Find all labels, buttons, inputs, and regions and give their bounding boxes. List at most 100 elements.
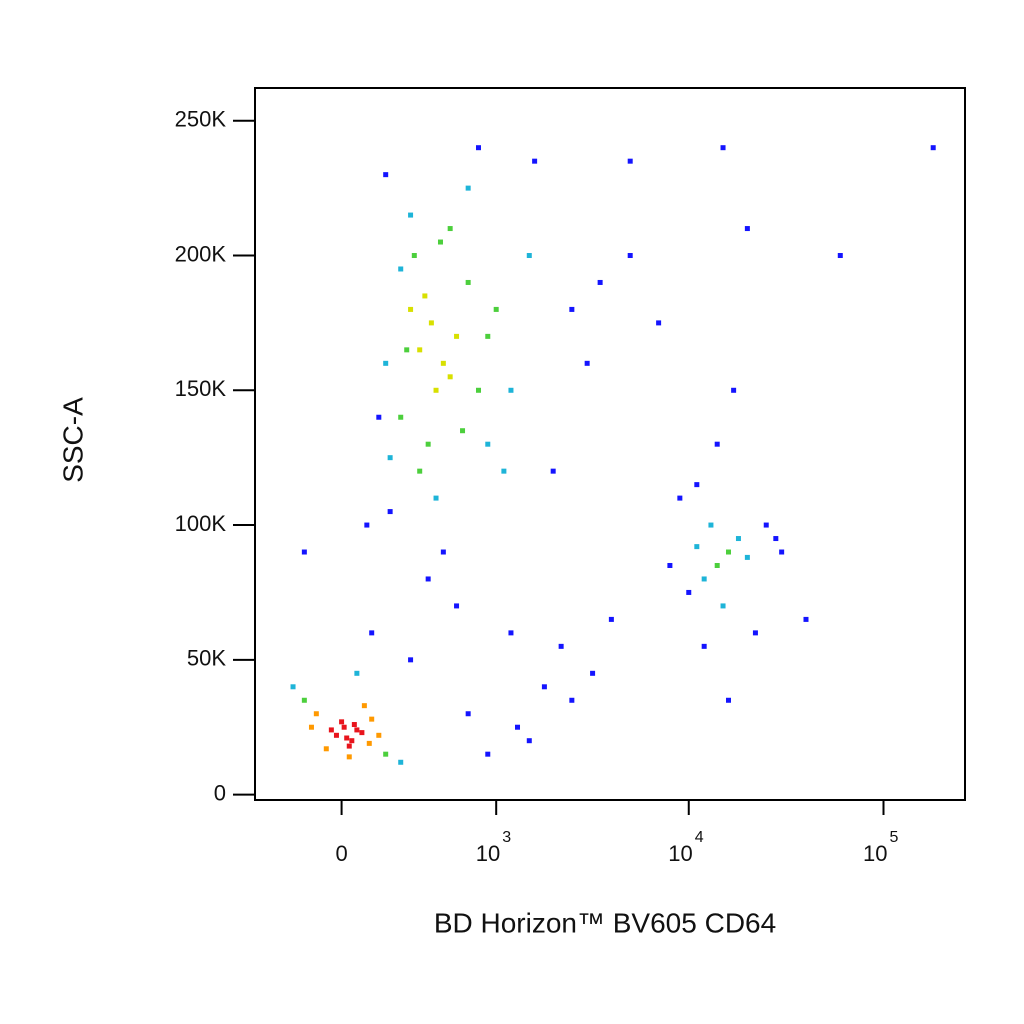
point — [359, 730, 365, 736]
point — [701, 576, 707, 582]
point — [369, 716, 375, 722]
y-tick-label: 250K — [175, 107, 227, 132]
x-tick-label: 0 — [335, 841, 347, 866]
point — [383, 360, 389, 366]
point — [465, 279, 471, 285]
point — [341, 724, 347, 730]
point — [398, 266, 404, 272]
point — [290, 684, 296, 690]
point — [541, 684, 547, 690]
point — [725, 549, 731, 555]
point — [686, 589, 692, 595]
point — [627, 158, 633, 164]
point — [708, 522, 714, 528]
point — [773, 536, 779, 542]
point — [428, 320, 434, 326]
point — [735, 536, 741, 542]
point — [744, 554, 750, 560]
point — [437, 239, 443, 245]
point — [763, 522, 769, 528]
x-tick-exponent: 4 — [695, 829, 704, 846]
point — [408, 657, 414, 663]
point — [465, 711, 471, 717]
point — [328, 727, 334, 733]
point — [465, 185, 471, 191]
point — [526, 738, 532, 744]
point — [493, 306, 499, 312]
point — [701, 643, 707, 649]
point — [425, 576, 431, 582]
point — [475, 145, 481, 151]
point — [425, 441, 431, 447]
point — [508, 630, 514, 636]
y-tick-label: 100K — [175, 511, 227, 536]
point — [627, 253, 633, 259]
y-axis-label: SSC-A — [57, 397, 88, 483]
x-tick-exponent: 5 — [889, 829, 898, 846]
point — [460, 428, 466, 434]
point — [485, 333, 491, 339]
point — [677, 495, 683, 501]
point — [313, 711, 319, 717]
point — [656, 320, 662, 326]
point — [590, 670, 596, 676]
point — [404, 347, 410, 353]
x-tick-label: 10 — [668, 841, 692, 866]
point — [354, 727, 360, 733]
point — [744, 226, 750, 232]
point — [694, 544, 700, 550]
point — [501, 468, 507, 474]
point — [308, 724, 314, 730]
point — [447, 226, 453, 232]
point — [725, 697, 731, 703]
point — [550, 468, 556, 474]
y-tick-label: 50K — [187, 646, 226, 671]
y-tick-label: 200K — [175, 241, 227, 266]
point — [354, 670, 360, 676]
x-axis-label: BD Horizon™ BV605 CD64 — [434, 907, 776, 938]
point — [752, 630, 758, 636]
point — [333, 732, 339, 738]
point — [411, 253, 417, 259]
point — [714, 441, 720, 447]
point — [369, 630, 375, 636]
point — [694, 482, 700, 488]
point — [387, 455, 393, 461]
point — [597, 279, 603, 285]
point — [526, 253, 532, 259]
x-tick-label: 10 — [476, 841, 500, 866]
point — [349, 738, 355, 744]
point — [364, 522, 370, 528]
y-tick-label: 150K — [175, 376, 227, 401]
point — [475, 387, 481, 393]
point — [569, 697, 575, 703]
point — [433, 387, 439, 393]
point — [366, 740, 372, 746]
x-tick-exponent: 3 — [502, 829, 511, 846]
point — [376, 414, 382, 420]
point — [440, 360, 446, 366]
point — [720, 145, 726, 151]
point — [417, 468, 423, 474]
y-tick-label: 0 — [214, 780, 226, 805]
point — [667, 562, 673, 568]
x-tick-label: 10 — [863, 841, 887, 866]
point — [714, 562, 720, 568]
point — [608, 616, 614, 622]
point — [930, 145, 936, 151]
point — [440, 549, 446, 555]
point — [485, 751, 491, 757]
point — [422, 293, 428, 299]
point — [383, 751, 389, 757]
point — [323, 746, 329, 752]
point — [387, 509, 393, 515]
point — [454, 333, 460, 339]
point — [408, 212, 414, 218]
point — [532, 158, 538, 164]
point — [344, 735, 350, 741]
point — [301, 697, 307, 703]
point — [569, 306, 575, 312]
point — [398, 414, 404, 420]
point — [720, 603, 726, 609]
point — [584, 360, 590, 366]
